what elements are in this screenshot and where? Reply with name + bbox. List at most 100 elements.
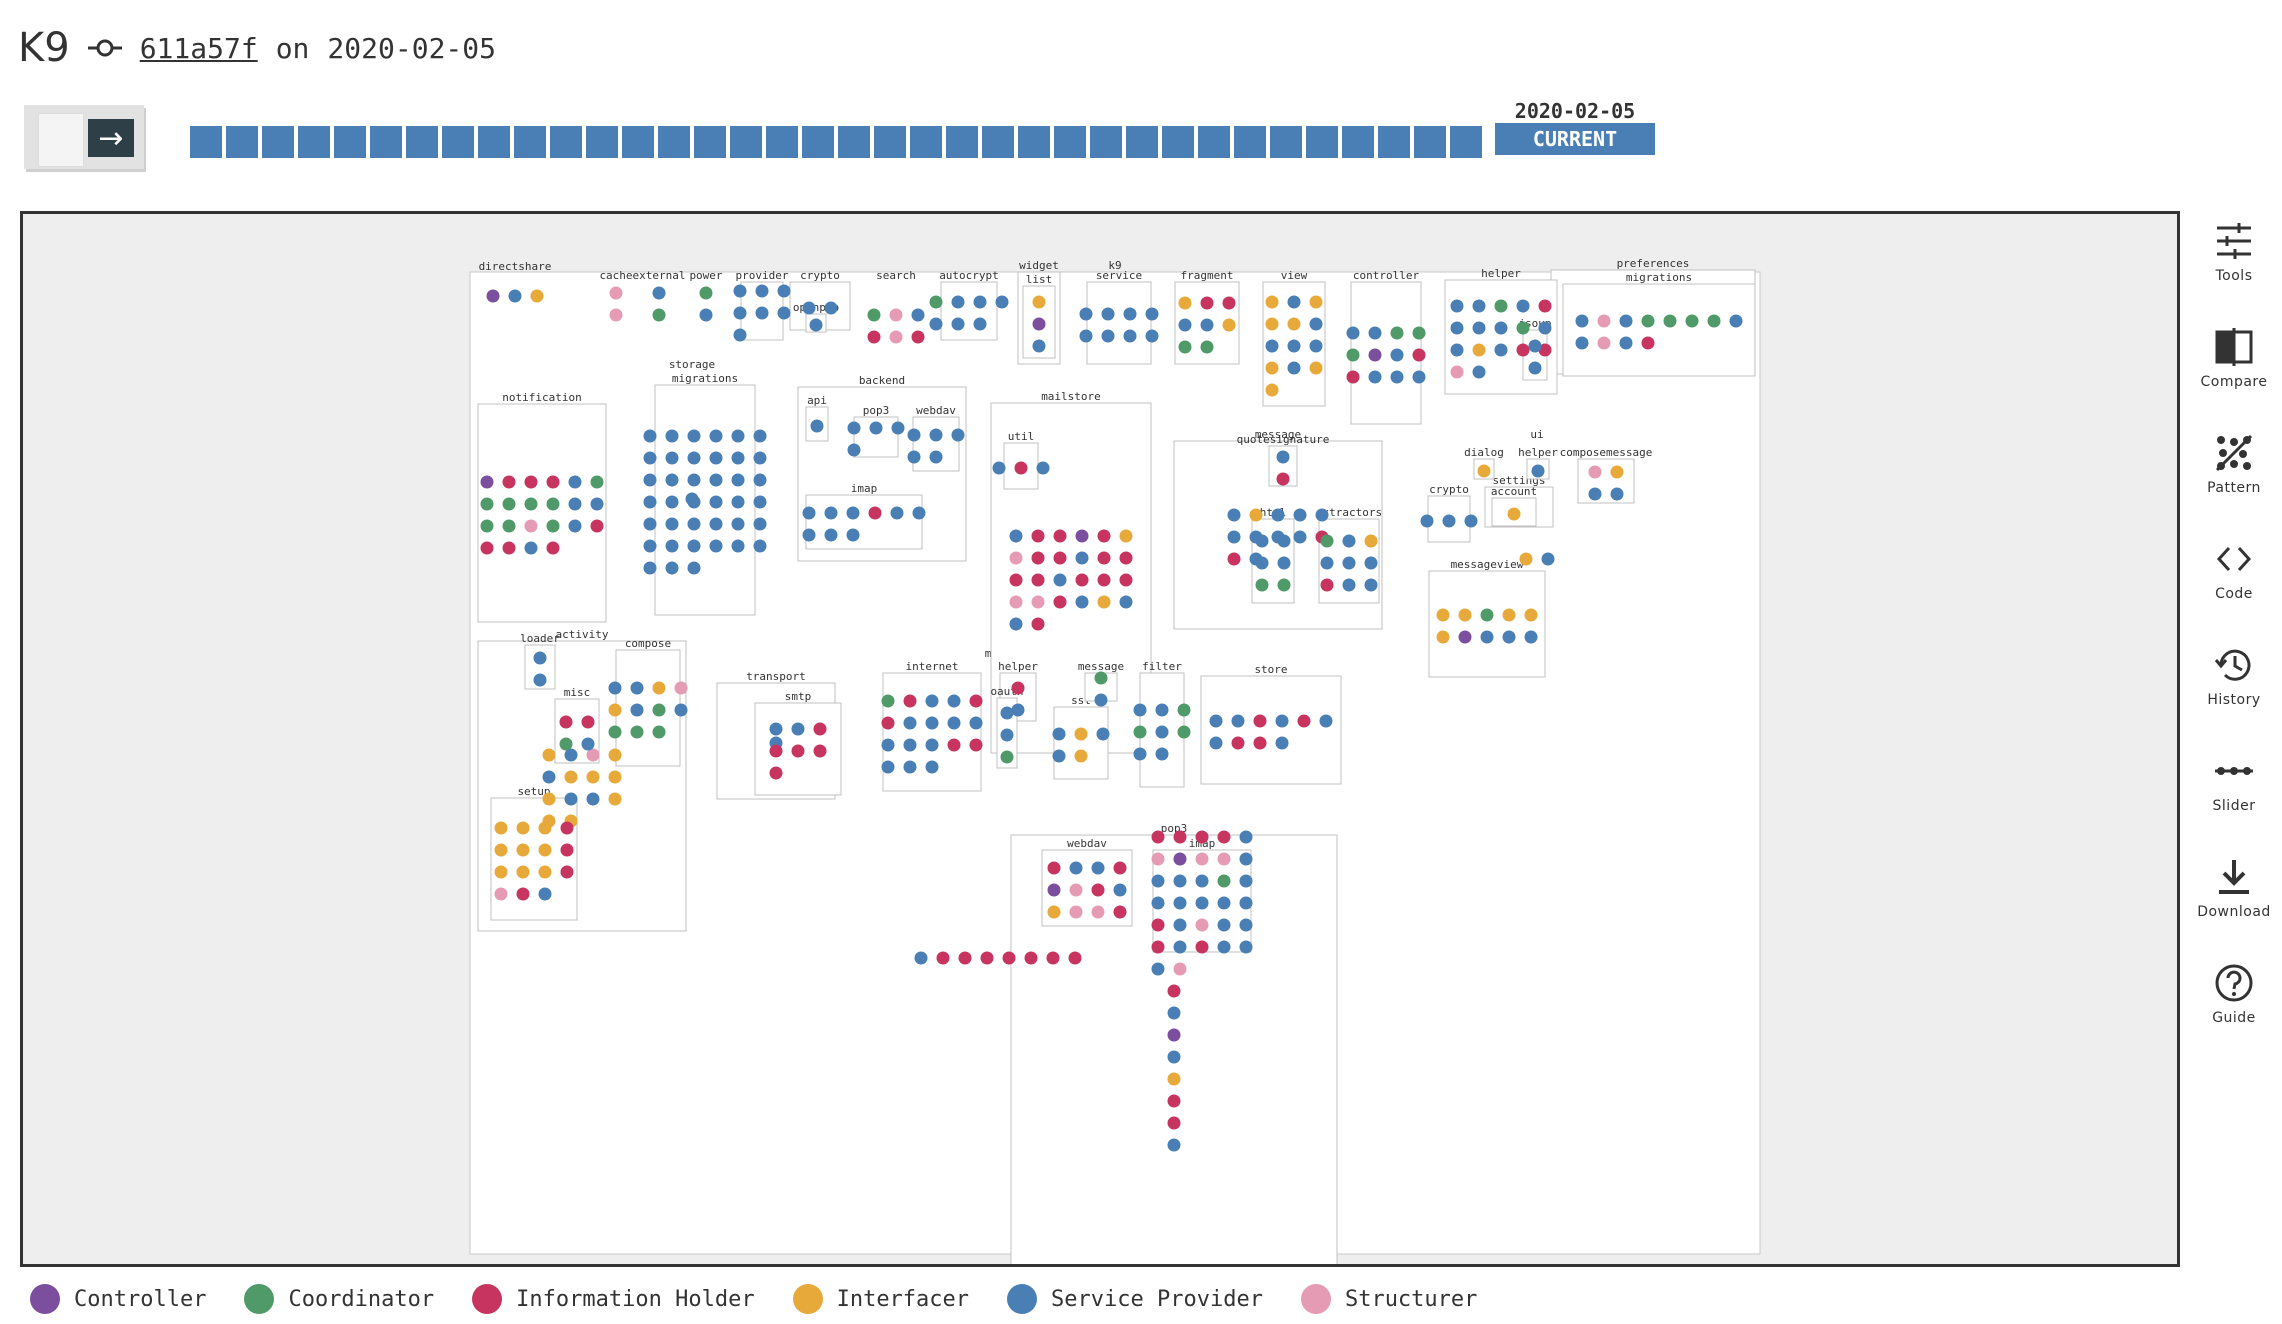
class-dot[interactable] bbox=[1167, 1028, 1181, 1042]
class-dot[interactable] bbox=[753, 495, 767, 509]
class-dot[interactable] bbox=[1178, 318, 1192, 332]
class-dot[interactable] bbox=[568, 475, 582, 489]
class-dot[interactable] bbox=[643, 539, 657, 553]
class-dot[interactable] bbox=[1069, 905, 1083, 919]
package-box[interactable] bbox=[940, 281, 998, 341]
diagram-canvas[interactable]: k9mailpop3activitymailstoreuimessagestor… bbox=[20, 211, 2180, 1267]
timeline-segment[interactable] bbox=[190, 126, 222, 158]
class-dot[interactable] bbox=[687, 451, 701, 465]
class-dot[interactable] bbox=[813, 744, 827, 758]
class-dot[interactable] bbox=[538, 887, 552, 901]
class-dot[interactable] bbox=[1436, 630, 1450, 644]
class-dot[interactable] bbox=[1277, 556, 1291, 570]
package-box[interactable] bbox=[805, 494, 923, 550]
class-dot[interactable] bbox=[1239, 896, 1253, 910]
class-dot[interactable] bbox=[480, 519, 494, 533]
class-dot[interactable] bbox=[1707, 314, 1721, 328]
class-dot[interactable] bbox=[1480, 608, 1494, 622]
timeline-segment[interactable] bbox=[1126, 126, 1158, 158]
class-dot[interactable] bbox=[1002, 951, 1016, 965]
class-dot[interactable] bbox=[1227, 552, 1241, 566]
class-dot[interactable] bbox=[969, 738, 983, 752]
timeline-segment[interactable] bbox=[802, 126, 834, 158]
class-dot[interactable] bbox=[1231, 736, 1245, 750]
class-dot[interactable] bbox=[810, 419, 824, 433]
class-dot[interactable] bbox=[1287, 317, 1301, 331]
class-dot[interactable] bbox=[1119, 529, 1133, 543]
class-dot[interactable] bbox=[1222, 318, 1236, 332]
class-dot[interactable] bbox=[1000, 728, 1014, 742]
class-dot[interactable] bbox=[564, 792, 578, 806]
class-dot[interactable] bbox=[1091, 861, 1105, 875]
class-dot[interactable] bbox=[1420, 514, 1434, 528]
class-dot[interactable] bbox=[546, 475, 560, 489]
class-dot[interactable] bbox=[903, 760, 917, 774]
class-dot[interactable] bbox=[652, 286, 666, 300]
timeline-segment[interactable] bbox=[586, 126, 618, 158]
class-dot[interactable] bbox=[1075, 529, 1089, 543]
class-dot[interactable] bbox=[674, 703, 688, 717]
class-dot[interactable] bbox=[1519, 552, 1533, 566]
class-dot[interactable] bbox=[665, 429, 679, 443]
package-box[interactable] bbox=[477, 403, 607, 623]
timeline-segment[interactable] bbox=[910, 126, 942, 158]
class-dot[interactable] bbox=[1094, 671, 1108, 685]
class-dot[interactable] bbox=[925, 694, 939, 708]
class-dot[interactable] bbox=[1195, 874, 1209, 888]
class-dot[interactable] bbox=[1151, 962, 1165, 976]
class-dot[interactable] bbox=[1271, 508, 1285, 522]
class-dot[interactable] bbox=[1119, 573, 1133, 587]
class-dot[interactable] bbox=[1079, 307, 1093, 321]
class-dot[interactable] bbox=[1346, 348, 1360, 362]
class-dot[interactable] bbox=[1113, 905, 1127, 919]
timeline-segment[interactable] bbox=[226, 126, 258, 158]
class-dot[interactable] bbox=[1239, 830, 1253, 844]
class-dot[interactable] bbox=[969, 694, 983, 708]
class-dot[interactable] bbox=[559, 715, 573, 729]
class-dot[interactable] bbox=[1053, 595, 1067, 609]
class-dot[interactable] bbox=[1516, 343, 1530, 357]
class-dot[interactable] bbox=[731, 451, 745, 465]
timeline-segment[interactable] bbox=[298, 126, 330, 158]
class-dot[interactable] bbox=[1052, 749, 1066, 763]
class-dot[interactable] bbox=[1200, 318, 1214, 332]
class-dot[interactable] bbox=[1346, 370, 1360, 384]
class-dot[interactable] bbox=[1047, 905, 1061, 919]
class-dot[interactable] bbox=[867, 308, 881, 322]
timeline-segment[interactable] bbox=[838, 126, 870, 158]
timeline-segment[interactable] bbox=[262, 126, 294, 158]
class-dot[interactable] bbox=[1074, 727, 1088, 741]
class-dot[interactable] bbox=[1173, 940, 1187, 954]
timeline-segment[interactable] bbox=[730, 126, 762, 158]
class-dot[interactable] bbox=[1119, 595, 1133, 609]
class-dot[interactable] bbox=[674, 681, 688, 695]
class-dot[interactable] bbox=[1024, 951, 1038, 965]
class-dot[interactable] bbox=[524, 475, 538, 489]
class-dot[interactable] bbox=[1167, 1050, 1181, 1064]
timeline-segment[interactable] bbox=[1342, 126, 1374, 158]
class-dot[interactable] bbox=[699, 286, 713, 300]
class-dot[interactable] bbox=[1309, 295, 1323, 309]
class-dot[interactable] bbox=[546, 497, 560, 511]
class-dot[interactable] bbox=[1195, 918, 1209, 932]
legend-item[interactable]: Structurer bbox=[1300, 1284, 1477, 1314]
class-dot[interactable] bbox=[590, 519, 604, 533]
class-dot[interactable] bbox=[1032, 339, 1046, 353]
class-dot[interactable] bbox=[1167, 1094, 1181, 1108]
class-dot[interactable] bbox=[1502, 630, 1516, 644]
class-dot[interactable] bbox=[542, 792, 556, 806]
class-dot[interactable] bbox=[1276, 472, 1290, 486]
class-dot[interactable] bbox=[929, 428, 943, 442]
class-dot[interactable] bbox=[1009, 551, 1023, 565]
class-dot[interactable] bbox=[1145, 307, 1159, 321]
class-dot[interactable] bbox=[881, 694, 895, 708]
class-dot[interactable] bbox=[1342, 534, 1356, 548]
class-dot[interactable] bbox=[1255, 578, 1269, 592]
class-dot[interactable] bbox=[1032, 317, 1046, 331]
class-dot[interactable] bbox=[1729, 314, 1743, 328]
class-dot[interactable] bbox=[1412, 348, 1426, 362]
timeline-segment[interactable] bbox=[1090, 126, 1122, 158]
slider-button[interactable]: Slider bbox=[2190, 750, 2278, 856]
class-dot[interactable] bbox=[802, 301, 816, 315]
class-dot[interactable] bbox=[958, 951, 972, 965]
